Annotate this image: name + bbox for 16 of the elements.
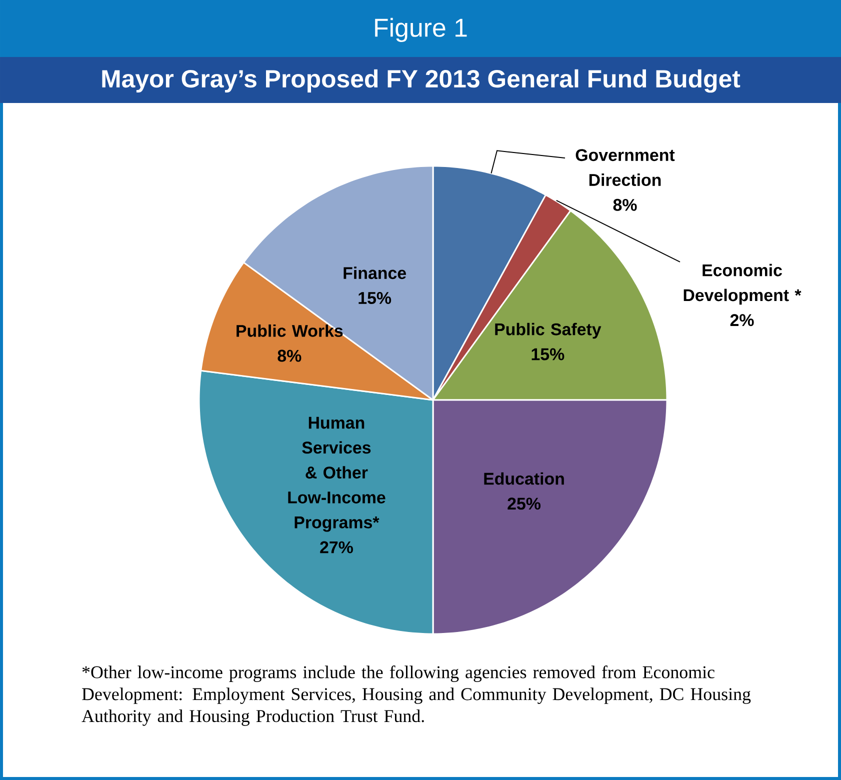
slice-label: Finance <box>344 266 406 280</box>
data-label: 2% <box>730 314 754 326</box>
slice-label: Education <box>484 472 564 485</box>
chart-title: Figure 1 <box>375 18 467 42</box>
slice-label: Economic Development * <box>684 264 802 305</box>
data-label: 8% <box>613 198 637 211</box>
chart-subtitle: Mayor Gray’s Proposed FY 2013 General Fund Budget <box>102 69 740 93</box>
text: *Other low-income programs include the following agencies removed from Economic Development: Employment Services, Housing and Community Development, DC Housing Authority and Housing Production Trust Fund. <box>82 666 751 726</box>
data-label: 27% <box>320 541 353 554</box>
data-label: 15% <box>532 348 564 360</box>
data-label: 15% <box>358 292 392 304</box>
slice-label: Human Services & Other Low-Income Programs* <box>288 416 386 532</box>
data-label: 8% <box>278 350 302 362</box>
slice-label: Public Safety <box>495 322 602 339</box>
slice-label: Government Direction <box>576 149 675 186</box>
data-label: 25% <box>508 498 541 510</box>
